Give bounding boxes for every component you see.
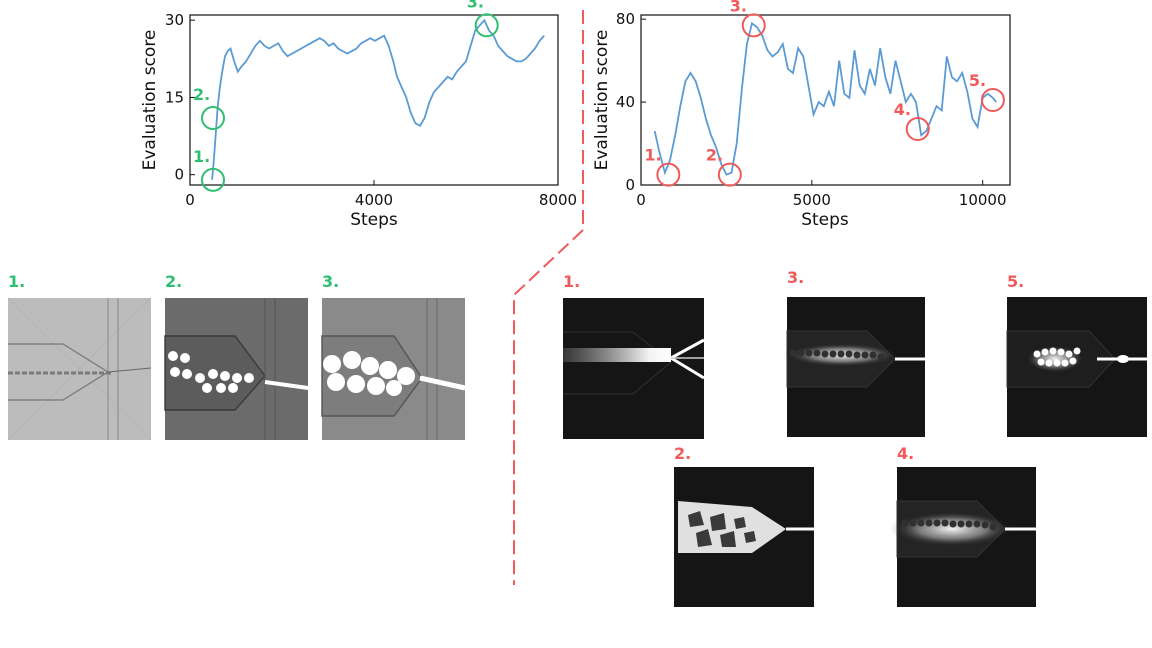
chart-right-ytick-label: 0 [625,176,635,194]
left-frames: 1. 2. 3. [7,272,466,441]
chart-right-marker-label-4: 4. [894,100,911,119]
chart-right-series-line [653,21,997,176]
left-frame-3-label: 3. [322,272,339,291]
chart-left: 0 4000 8000 0 15 30 1. 2. 3. Steps Evaluation s… [140,0,577,230]
chart-left-marker-label-1: 1. [193,147,210,166]
chart-left-xlabel: Steps [350,210,398,230]
chart-left-series-line [211,18,545,180]
chart-left-markers: 1. 2. 3. [193,0,499,192]
chart-right-marker-circle-5 [980,88,1005,112]
chart-left-marker-circle-3 [474,13,499,38]
chart-right-marker-label-2: 2. [706,146,723,165]
chart-right-ylabel: Evaluation score [592,30,612,171]
right-frame-1-image [563,298,705,439]
right-frame-2-image [674,467,814,607]
right-frame-2-label: 2. [674,444,691,463]
left-frame-1-image [7,297,152,441]
chart-right-marker-circle-3 [741,13,766,38]
chart-right-xlabel: Steps [801,210,849,230]
chart-left-xtick-label: 0 [185,191,195,209]
left-frame-2-label: 2. [165,272,182,291]
chart-right: 0 5000 10000 0 40 80 1. 2. 3. 4. 5. Steps Evaluat… [592,0,1011,230]
right-frame-1-label: 1. [563,272,580,291]
right-frames: 1. 2. 3. [563,268,1147,607]
chart-right-ytick-label: 40 [616,93,635,111]
right-frame-4-label: 4. [897,444,914,463]
chart-right-xtick-label: 10000 [959,191,1007,209]
chart-left-marker-circle-2 [201,106,225,131]
chart-right-marker-label-3: 3. [730,0,747,15]
chart-right-ytick-label: 80 [616,10,635,28]
chart-right-marker-circle-4 [905,117,930,142]
chart-left-ylabel: Evaluation score [140,30,160,171]
chart-left-ytick-label: 15 [165,88,184,106]
left-frame-2-image [164,298,309,440]
chart-left-marker-label-2: 2. [193,85,210,104]
chart-left-marker-label-3: 3. [467,0,484,11]
chart-left-xtick-label: 4000 [355,191,393,209]
divider-dashed-line [513,10,584,585]
right-frame-3-label: 3. [787,268,804,287]
chart-left-ytick-label: 30 [165,11,184,29]
chart-right-ticks: 0 5000 10000 0 40 80 [616,10,1007,209]
chart-right-xtick-label: 5000 [793,191,831,209]
chart-left-marker-circle-1 [201,167,225,192]
left-frame-3-image [321,298,466,440]
chart-right-xtick-label: 0 [636,191,646,209]
chart-right-frame [640,14,1011,186]
chart-right-marker-label-1: 1. [644,146,661,165]
right-frame-3-image [784,297,925,437]
left-frame-1-label: 1. [8,272,25,291]
chart-left-ytick-label: 0 [174,166,184,184]
chart-right-markers: 1. 2. 3. 4. 5. [644,0,1005,187]
chart-left-ticks: 0 4000 8000 0 15 30 [165,11,577,209]
right-frame-4-image [890,467,1036,607]
chart-right-marker-circle-2 [717,162,742,187]
right-frame-5-label: 5. [1007,272,1024,291]
chart-left-xtick-label: 8000 [539,191,577,209]
chart-right-marker-circle-1 [656,162,681,187]
chart-right-marker-label-5: 5. [969,71,986,90]
right-frame-5-image [1006,297,1147,437]
